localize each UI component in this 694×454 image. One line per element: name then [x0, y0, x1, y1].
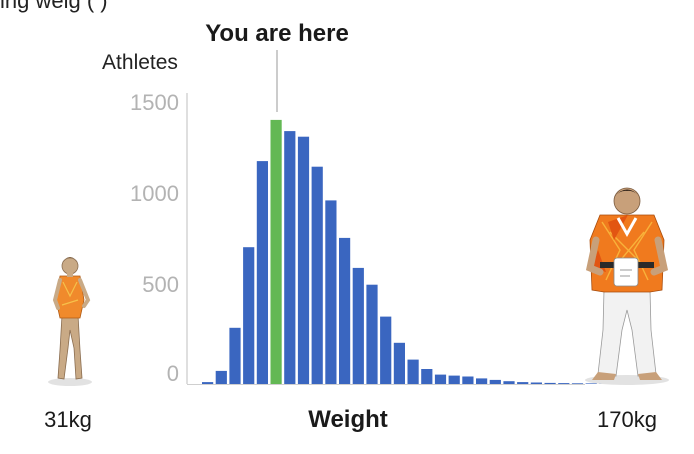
x-max-label: 170kg — [597, 407, 657, 432]
bar — [448, 375, 460, 384]
bar — [585, 383, 597, 384]
top-cut-text: ing weig ( ) — [0, 0, 108, 13]
bar — [407, 359, 419, 384]
judoka-figure — [585, 187, 669, 385]
y-tick-label: 500 — [142, 272, 179, 297]
y-tick-label: 1000 — [130, 181, 179, 206]
bar — [503, 381, 515, 384]
bar — [352, 267, 364, 384]
bar — [421, 369, 433, 384]
bar — [215, 370, 227, 384]
bar — [476, 378, 488, 384]
y-tick-labels: 0 500 1000 1500 — [130, 90, 179, 386]
bar — [393, 342, 405, 384]
bar — [489, 379, 501, 384]
bar — [366, 284, 378, 384]
bar — [339, 237, 351, 384]
gymnast-figure — [48, 257, 92, 386]
bar — [256, 161, 268, 384]
bars-group — [202, 119, 611, 385]
bar — [325, 200, 337, 384]
bar — [558, 383, 570, 384]
bar — [544, 382, 556, 384]
bar-highlight — [270, 119, 282, 385]
bar — [284, 131, 296, 384]
bar — [530, 382, 542, 384]
bar — [243, 247, 255, 384]
x-axis-title: Weight — [308, 406, 388, 433]
bar — [462, 376, 474, 384]
bar — [311, 166, 323, 384]
bar — [571, 383, 584, 384]
y-tick-label: 0 — [167, 361, 179, 386]
bar — [380, 316, 392, 384]
y-axis-title: Athletes — [102, 51, 178, 74]
bar — [434, 374, 447, 384]
annotation-label: You are here — [205, 20, 349, 47]
bar — [202, 382, 214, 384]
x-min-label: 31kg — [44, 407, 92, 432]
bar — [229, 327, 241, 384]
bar — [297, 136, 310, 384]
y-tick-label: 1500 — [130, 90, 179, 115]
bar — [517, 382, 529, 384]
